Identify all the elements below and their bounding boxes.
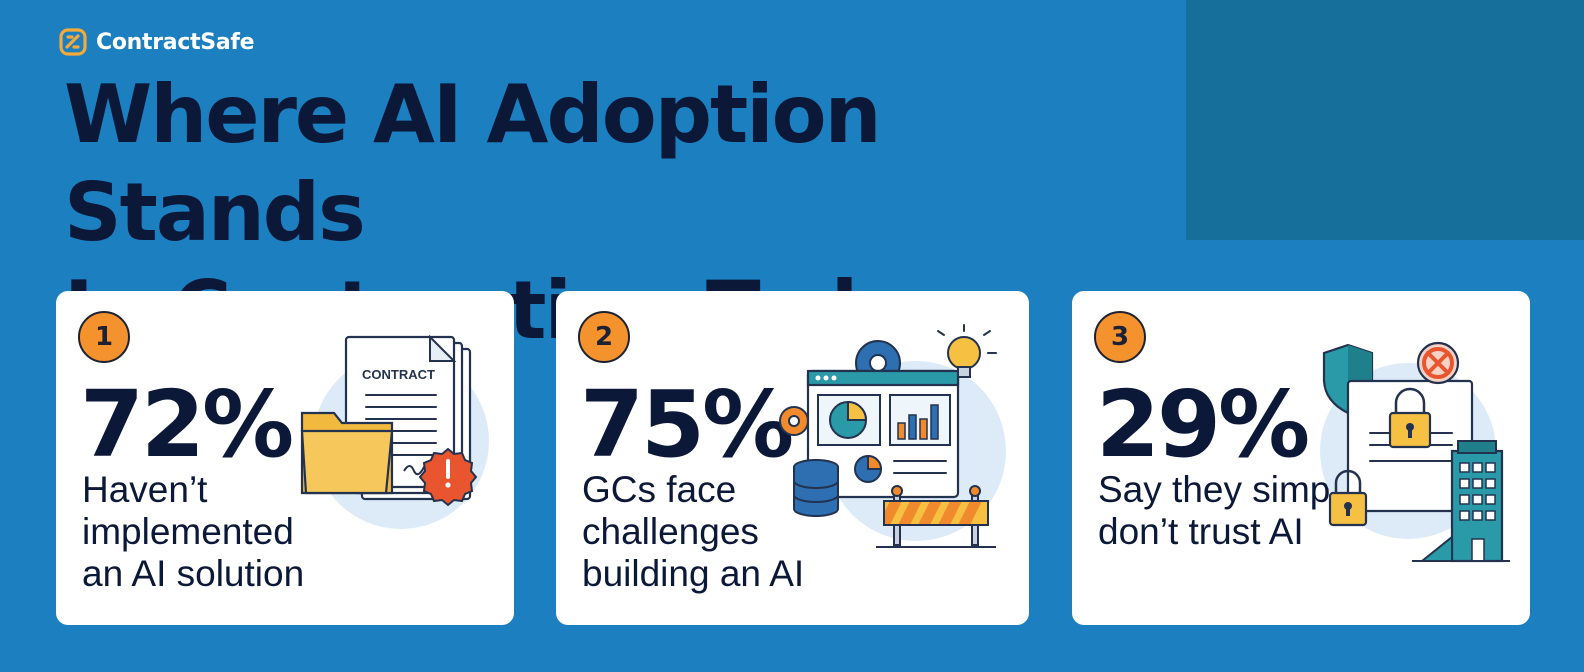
card-number-badge: 2 [578, 311, 630, 363]
lightbulb-icon [937, 324, 997, 378]
stat-card-2: 2 75% GCs face challenges building an AI [556, 291, 1029, 625]
alert-badge-icon [418, 447, 478, 507]
stat-value: 75% [580, 371, 794, 478]
small-padlock-icon [1328, 469, 1368, 527]
roadblock-barrier-icon [876, 485, 996, 548]
page-title-line-1: Where AI Adoption Stands [64, 68, 882, 259]
stat-description: Haven’t implemented an AI solution [82, 469, 305, 594]
brand[interactable]: ContractSafe [58, 26, 255, 58]
no-access-icon [1416, 341, 1460, 385]
dashboard-roadblock-icon [779, 324, 1006, 548]
building-icon [1412, 440, 1510, 563]
stat-description: Say they simply don’t trust AI [1098, 469, 1358, 552]
corner-accent-block [1186, 0, 1584, 240]
contract-doc-label: CONTRACT [362, 367, 435, 382]
database-icon [793, 459, 839, 517]
stat-card-3: 3 29% Say they simply don’t trust AI [1072, 291, 1530, 625]
brand-name: ContractSafe [96, 29, 255, 55]
security-lock-building-icon [1320, 341, 1510, 563]
card-number-badge: 1 [78, 311, 130, 363]
small-gear-icon [779, 406, 809, 436]
card-number-badge: 3 [1094, 311, 1146, 363]
stat-card-1: 1 72% Haven’t implemented an AI solution… [56, 291, 514, 625]
padlock-icon [1388, 387, 1432, 449]
stat-value: 29% [1096, 371, 1310, 478]
stat-description: GCs face challenges building an AI [582, 469, 805, 594]
contract-documents-folder-icon: CONTRACT [300, 334, 489, 529]
contractsafe-logo-icon [59, 28, 87, 56]
stat-value: 72% [80, 371, 294, 478]
